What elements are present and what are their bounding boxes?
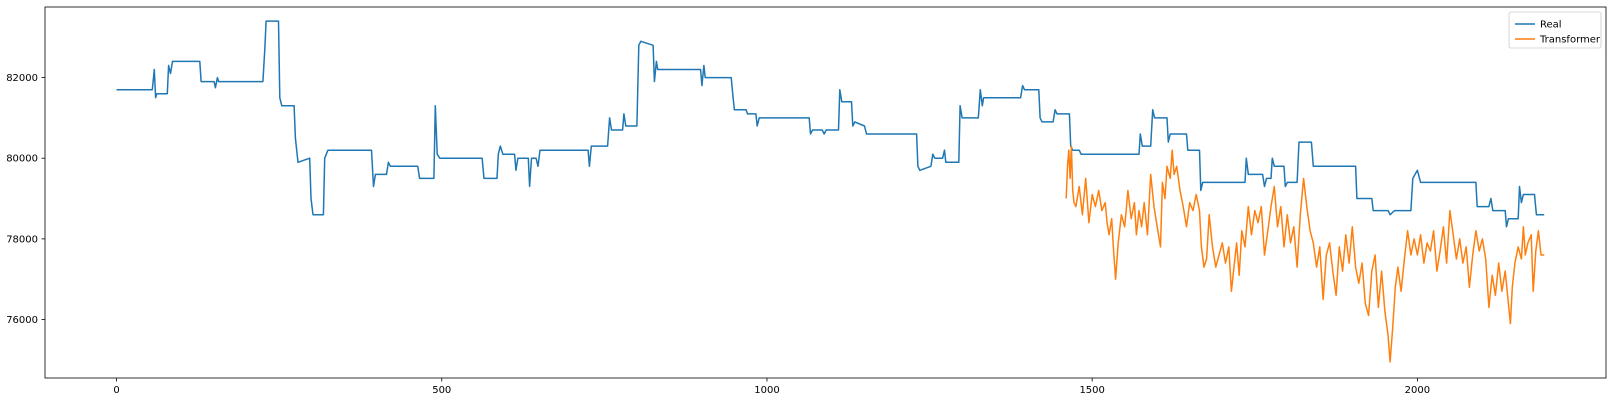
- x-tick-label: 500: [432, 385, 451, 396]
- y-tick-label: 82000: [6, 73, 38, 84]
- legend-label-transformer: Transformer: [1539, 35, 1601, 46]
- y-tick-label: 80000: [6, 154, 38, 165]
- y-tick-label: 76000: [6, 315, 38, 326]
- legend-label-real: Real: [1540, 20, 1562, 31]
- y-tick-label: 78000: [6, 234, 38, 245]
- series-layer: [116, 20, 1545, 363]
- x-tick-label: 2000: [1405, 385, 1430, 396]
- x-axis: 0 500 1000 1500 2000: [113, 378, 1430, 396]
- x-tick-label: 0: [113, 385, 119, 396]
- x-tick-label: 1500: [1079, 385, 1104, 396]
- y-axis: 76000 78000 80000 82000: [6, 73, 45, 326]
- plot-frame: [44, 6, 1607, 379]
- x-tick-label: 1000: [754, 385, 779, 396]
- legend: Real Transformer: [1508, 11, 1602, 49]
- series-line-transformer: [1065, 145, 1545, 363]
- series-line-real: [116, 20, 1545, 228]
